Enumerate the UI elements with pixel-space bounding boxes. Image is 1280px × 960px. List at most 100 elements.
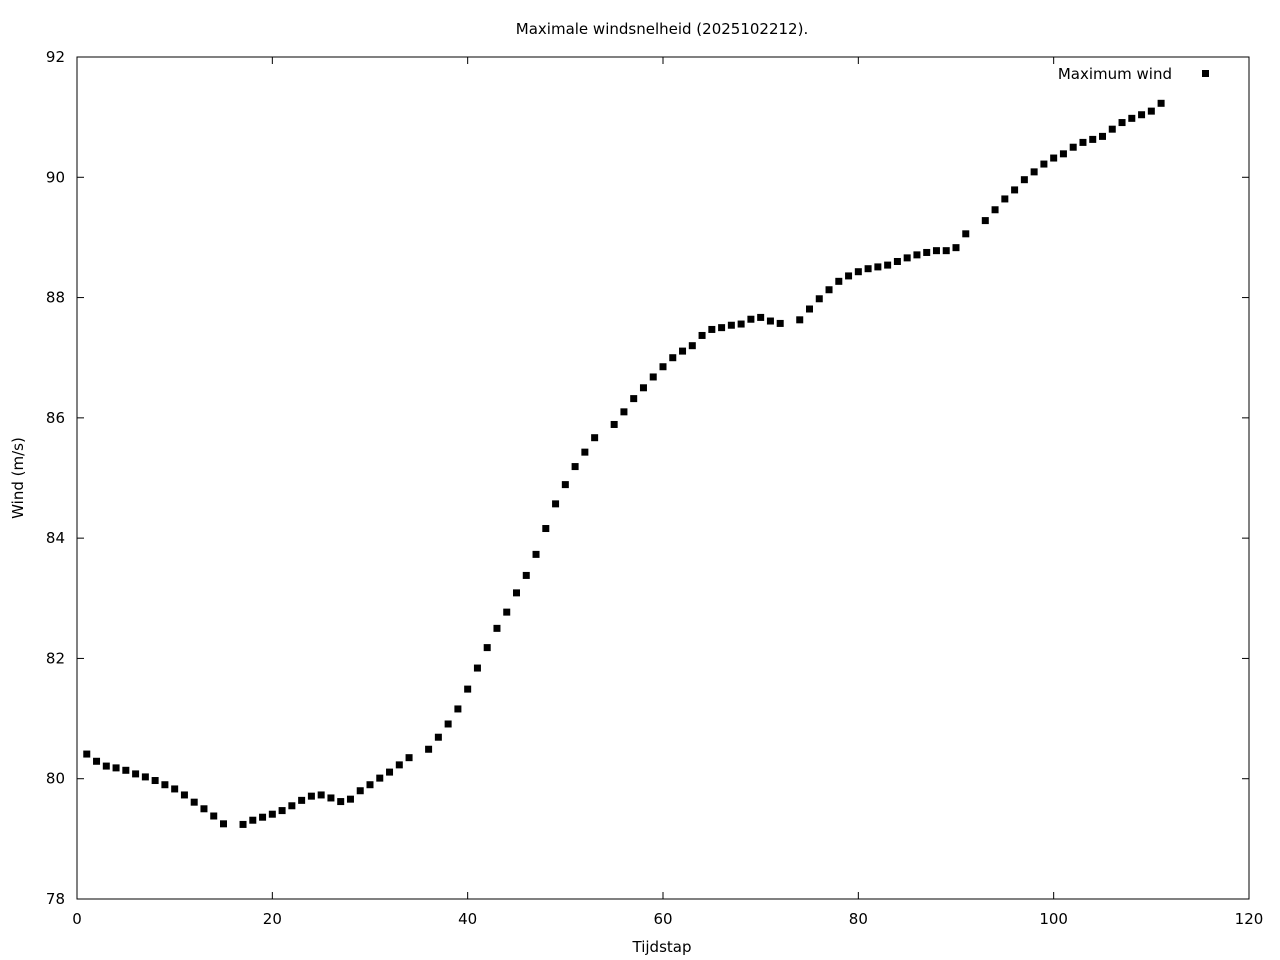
- data-point: [903, 254, 911, 262]
- data-point: [884, 261, 892, 269]
- data-point: [503, 608, 511, 616]
- data-point: [1059, 150, 1067, 158]
- data-point: [747, 315, 755, 323]
- x-tick-label: 120: [1235, 910, 1264, 928]
- data-point: [776, 319, 784, 327]
- legend-label: Maximum wind: [1058, 65, 1172, 83]
- data-point: [1011, 186, 1019, 194]
- data-point: [737, 320, 745, 328]
- data-point: [513, 589, 520, 597]
- data-point: [659, 363, 667, 371]
- y-tick-label: 82: [46, 649, 65, 667]
- data-point: [317, 791, 325, 799]
- data-point: [845, 272, 853, 280]
- axis-ticks: 0 20 40 60 80 100 120 78 80 82 84 86 88 90 92: [46, 48, 1263, 928]
- data-point: [122, 766, 130, 774]
- data-point: [327, 794, 335, 802]
- data-point: [425, 745, 433, 753]
- data-point: [522, 571, 530, 579]
- data-point: [220, 820, 227, 828]
- data-point: [171, 785, 179, 793]
- data-point: [102, 762, 110, 770]
- y-tick-label: 88: [46, 289, 65, 307]
- data-point: [893, 257, 901, 265]
- data-point: [835, 277, 843, 285]
- data-point: [180, 791, 188, 799]
- data-point: [698, 331, 706, 339]
- x-tick-label: 0: [72, 910, 82, 928]
- data-point: [346, 795, 354, 803]
- data-point: [483, 644, 491, 652]
- data-point: [649, 373, 657, 381]
- data-point: [141, 773, 149, 781]
- data-point: [386, 768, 394, 776]
- x-tick-label: 100: [1039, 910, 1068, 928]
- data-point: [1069, 143, 1077, 151]
- x-tick-label: 20: [263, 910, 282, 928]
- data-point: [112, 764, 120, 772]
- data-point: [249, 816, 257, 824]
- data-point: [981, 217, 989, 225]
- data-point: [356, 787, 364, 795]
- data-point: [620, 408, 628, 416]
- plot-area-border: [76, 56, 1250, 900]
- data-point: [874, 263, 882, 271]
- data-point: [942, 247, 950, 255]
- data-point: [307, 792, 315, 800]
- data-point: [571, 463, 579, 471]
- data-point: [464, 685, 472, 693]
- legend-marker: [1202, 70, 1209, 77]
- data-point: [493, 624, 501, 632]
- data-point: [552, 500, 560, 508]
- data-point: [1020, 176, 1028, 184]
- data-point: [1108, 125, 1116, 133]
- data-point: [669, 354, 677, 362]
- data-point: [1138, 111, 1146, 119]
- data-point: [1030, 168, 1038, 176]
- x-tick-label: 80: [849, 910, 868, 928]
- data-point: [239, 820, 247, 828]
- data-point: [366, 781, 374, 789]
- data-point: [610, 420, 618, 428]
- y-tick-label: 90: [46, 168, 65, 186]
- data-point: [708, 325, 716, 333]
- data-point: [1001, 195, 1009, 203]
- data-point: [825, 286, 833, 294]
- data-point: [806, 305, 813, 313]
- data-point: [93, 757, 101, 765]
- data-points: [83, 99, 1165, 828]
- x-tick-label: 60: [653, 910, 672, 928]
- data-point: [766, 317, 774, 325]
- data-point: [1157, 99, 1165, 107]
- data-point: [718, 324, 726, 332]
- data-point: [210, 812, 218, 820]
- y-tick-label: 92: [46, 48, 65, 66]
- data-point: [688, 342, 696, 350]
- data-point: [591, 434, 599, 442]
- data-point: [405, 754, 413, 762]
- data-point: [815, 295, 823, 303]
- data-point: [962, 230, 970, 238]
- data-point: [796, 316, 804, 324]
- data-point: [298, 796, 306, 804]
- data-point: [288, 802, 296, 810]
- data-point: [434, 733, 442, 741]
- data-point: [376, 774, 384, 782]
- chart-title: Maximale windsnelheid (2025102212).: [516, 20, 808, 38]
- data-point: [1147, 107, 1155, 115]
- y-tick-label: 86: [46, 409, 65, 427]
- data-point: [854, 268, 862, 276]
- data-point: [161, 781, 169, 789]
- y-tick-label: 78: [46, 890, 65, 908]
- data-point: [864, 265, 872, 273]
- data-point: [639, 384, 647, 392]
- data-point: [200, 805, 208, 813]
- data-point: [679, 347, 687, 355]
- data-point: [1118, 119, 1126, 127]
- data-point: [757, 313, 765, 321]
- data-point: [132, 770, 140, 778]
- data-point: [473, 664, 481, 672]
- data-point: [259, 813, 267, 821]
- data-point: [337, 798, 345, 806]
- data-point: [1050, 154, 1058, 162]
